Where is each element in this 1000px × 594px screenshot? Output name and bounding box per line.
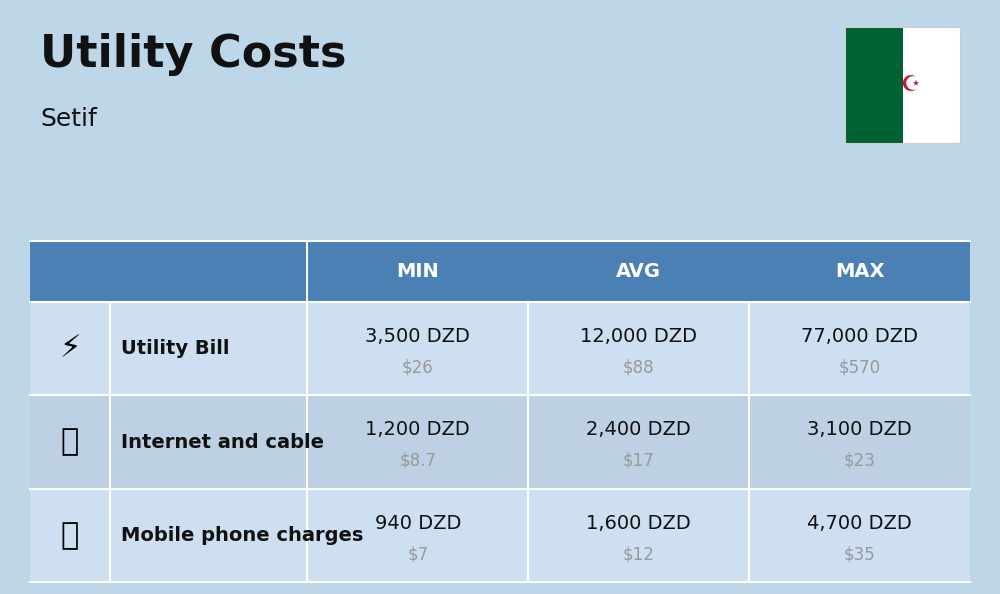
- Bar: [30, 396, 970, 489]
- Text: $35: $35: [844, 545, 875, 563]
- Bar: [30, 241, 970, 302]
- Text: Mobile phone charges: Mobile phone charges: [121, 526, 364, 545]
- Text: 3,100 DZD: 3,100 DZD: [807, 421, 912, 440]
- Text: $7: $7: [407, 545, 428, 563]
- Text: $8.7: $8.7: [399, 452, 436, 470]
- Bar: [845, 27, 960, 143]
- Text: $23: $23: [844, 452, 875, 470]
- Text: Internet and cable: Internet and cable: [121, 432, 324, 451]
- Text: 1,600 DZD: 1,600 DZD: [586, 514, 691, 533]
- Text: Setif: Setif: [40, 107, 97, 131]
- Bar: [845, 27, 902, 143]
- Text: $17: $17: [623, 452, 655, 470]
- Text: Utility Costs: Utility Costs: [40, 33, 347, 75]
- Text: 2,400 DZD: 2,400 DZD: [586, 421, 691, 440]
- Bar: [30, 302, 970, 396]
- Bar: [30, 489, 970, 582]
- Text: $88: $88: [623, 358, 654, 377]
- Text: 12,000 DZD: 12,000 DZD: [580, 327, 697, 346]
- Text: $12: $12: [623, 545, 655, 563]
- Text: AVG: AVG: [616, 262, 661, 281]
- Text: 📱: 📱: [61, 521, 79, 550]
- Text: ☪: ☪: [901, 75, 921, 94]
- Text: $26: $26: [402, 358, 434, 377]
- Text: 77,000 DZD: 77,000 DZD: [801, 327, 918, 346]
- Text: $570: $570: [838, 358, 881, 377]
- Text: 1,200 DZD: 1,200 DZD: [365, 421, 470, 440]
- Bar: [902, 27, 960, 143]
- Text: Utility Bill: Utility Bill: [121, 339, 230, 358]
- Text: MAX: MAX: [835, 262, 884, 281]
- Text: 4,700 DZD: 4,700 DZD: [807, 514, 912, 533]
- Text: 📶: 📶: [61, 428, 79, 457]
- Text: 940 DZD: 940 DZD: [375, 514, 461, 533]
- Text: ⚡: ⚡: [59, 334, 81, 363]
- Text: 3,500 DZD: 3,500 DZD: [365, 327, 470, 346]
- Text: MIN: MIN: [396, 262, 439, 281]
